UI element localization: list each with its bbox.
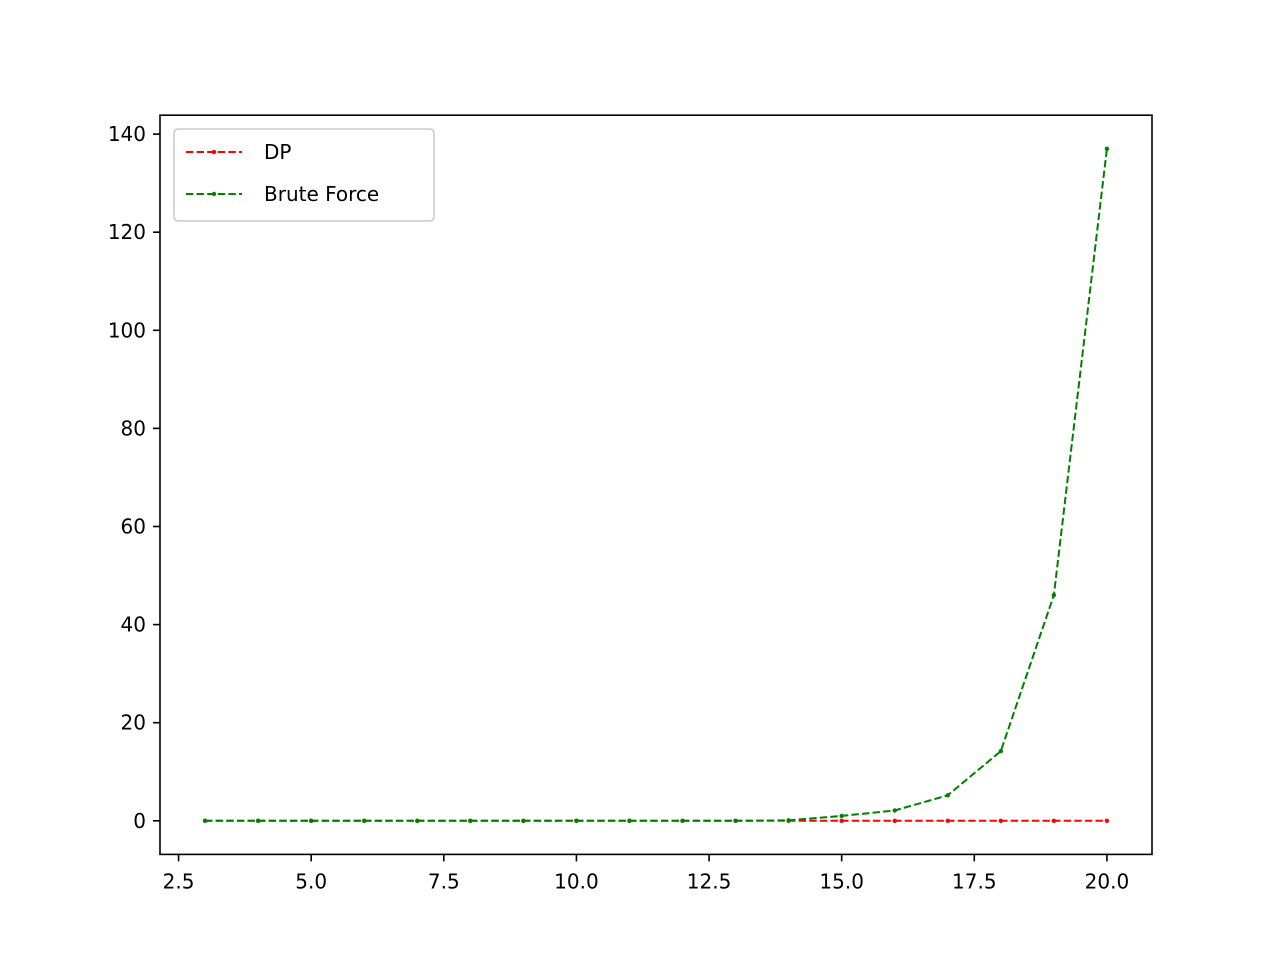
data-point-s1-12 [839,813,844,819]
data-point-s0-12 [839,818,844,823]
data-point-s0-13 [892,818,897,823]
data-point-s1-1 [255,818,261,823]
y-tick-label-0: 0 [133,809,146,833]
x-tick-label-3: 10.0 [554,869,599,893]
legend-marker-1 [211,191,217,197]
legend-box [173,128,435,222]
data-point-s0-15 [998,818,1004,823]
y-axis: 0 20 40 60 80 100 120 140 [108,122,160,833]
data-point-s1-9 [680,818,685,823]
y-tick-label-6: 120 [108,220,146,244]
y-tick-label-7: 140 [108,122,146,146]
plot-area-frame [159,114,1153,856]
data-point-s1-4 [415,818,420,823]
x-tick-label-4: 12.5 [687,869,732,893]
y-tick-label-5: 100 [108,318,146,342]
y-tick-label-4: 80 [121,416,146,440]
data-point-s1-15 [998,748,1004,754]
data-point-s1-3 [362,818,367,823]
legend-label-0: DP [264,140,291,164]
data-point-s1-6 [521,818,526,823]
x-tick-label-6: 17.5 [952,869,997,893]
data-point-s1-10 [733,818,738,823]
data-point-s1-5 [468,818,473,823]
data-point-s0-16 [1051,818,1057,823]
data-point-s1-13 [892,808,897,813]
x-tick-label-5: 15.0 [819,869,864,893]
data-point-s0-17 [1104,818,1110,823]
y-tick-label-2: 40 [121,613,146,637]
legend-label-1: Brute Force [264,182,379,206]
data-point-s0-14 [945,818,950,823]
legend-marker-0 [211,149,217,155]
data-point-s1-2 [308,818,314,823]
y-tick-label-1: 20 [121,711,146,735]
data-point-s1-8 [627,818,632,823]
x-tick-label-0: 2.5 [163,869,195,893]
series-layer [202,146,1110,823]
y-tick-label-3: 60 [121,514,146,538]
x-tick-label-1: 5.0 [295,869,327,893]
data-point-s1-0 [202,818,208,823]
data-point-s1-14 [945,793,950,798]
x-axis: 2.5 5.0 7.5 10.0 12.5 15.0 17.5 20.0 [163,854,1130,893]
x-tick-label-7: 20.0 [1085,869,1130,893]
data-point-s1-16 [1051,592,1057,598]
data-point-s1-7 [574,818,579,823]
legend: DP Brute Force [173,128,435,222]
data-point-s1-11 [786,818,791,823]
data-point-s1-17 [1104,146,1110,151]
series-line-1 [205,148,1108,822]
x-tick-label-2: 7.5 [428,869,460,893]
